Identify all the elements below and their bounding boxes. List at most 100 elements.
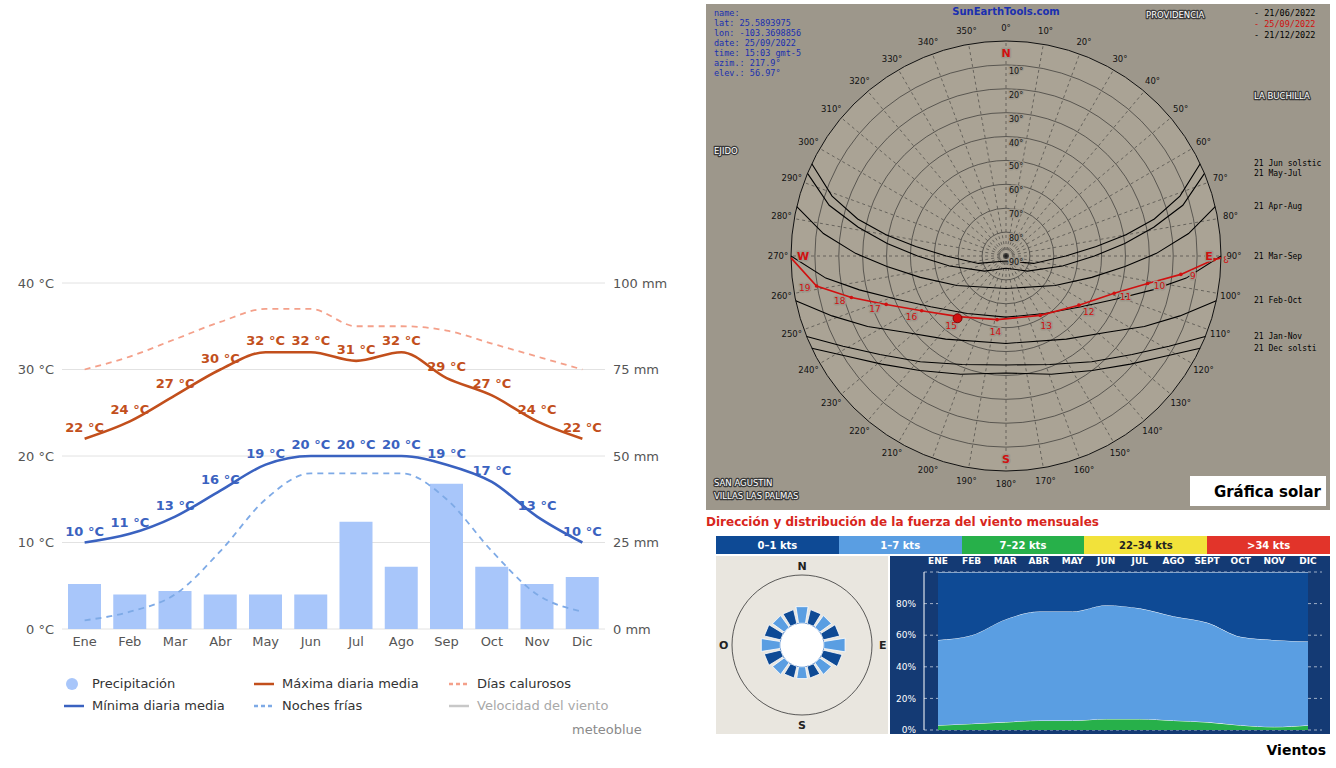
- svg-text:290°: 290°: [782, 173, 802, 183]
- svg-text:10: 10: [1154, 281, 1166, 291]
- svg-text:24 °C: 24 °C: [111, 402, 150, 417]
- svg-text:Feb: Feb: [118, 634, 141, 649]
- svg-text:21 Dec solsti: 21 Dec solsti: [1254, 344, 1317, 353]
- svg-text:11: 11: [1120, 292, 1131, 302]
- svg-text:230°: 230°: [821, 398, 841, 408]
- svg-text:16: 16: [906, 312, 918, 322]
- svg-text:13 °C: 13 °C: [156, 498, 195, 513]
- svg-text:SunEarthTools.com: SunEarthTools.com: [952, 6, 1059, 17]
- svg-text:32 °C: 32 °C: [382, 333, 421, 348]
- svg-text:21 Jun solstic: 21 Jun solstic: [1254, 159, 1322, 168]
- svg-text:80°: 80°: [1223, 211, 1238, 221]
- svg-text:90°: 90°: [1226, 251, 1241, 261]
- svg-text:S: S: [798, 719, 806, 732]
- svg-text:time: 15:03 gmt-5: time: 15:03 gmt-5: [714, 48, 801, 58]
- svg-text:0 °C: 0 °C: [26, 622, 54, 637]
- svg-text:170°: 170°: [1035, 476, 1055, 486]
- svg-text:EJIDO: EJIDO: [714, 146, 738, 156]
- svg-text:240°: 240°: [798, 365, 818, 375]
- svg-text:330°: 330°: [882, 54, 902, 64]
- svg-text:JUL: JUL: [1131, 556, 1149, 566]
- svg-text:30°: 30°: [1112, 54, 1127, 64]
- svg-text:13: 13: [1041, 321, 1052, 331]
- svg-text:0 mm: 0 mm: [613, 622, 651, 637]
- svg-text:22 °C: 22 °C: [65, 420, 104, 435]
- svg-text:20%: 20%: [896, 694, 916, 704]
- svg-text:name:: name:: [714, 8, 740, 18]
- svg-text:ABR: ABR: [1029, 556, 1050, 566]
- svg-text:24 °C: 24 °C: [518, 402, 557, 417]
- svg-text:27 °C: 27 °C: [473, 376, 512, 391]
- svg-text:ENE: ENE: [928, 556, 948, 566]
- svg-text:100 mm: 100 mm: [613, 276, 667, 291]
- svg-text:280°: 280°: [771, 211, 791, 221]
- svg-text:75 mm: 75 mm: [613, 362, 659, 377]
- svg-text:Ago: Ago: [389, 634, 414, 649]
- svg-text:90°: 90°: [1009, 258, 1023, 267]
- svg-text:MAY: MAY: [1062, 556, 1084, 566]
- svg-text:21 Apr-Aug: 21 Apr-Aug: [1254, 202, 1302, 211]
- svg-text:0°: 0°: [1001, 23, 1011, 33]
- svg-text:130°: 130°: [1170, 398, 1190, 408]
- svg-text:260°: 260°: [771, 291, 791, 301]
- svg-text:32 °C: 32 °C: [246, 333, 285, 348]
- svg-text:VILLAS LAS PALMAS: VILLAS LAS PALMAS: [714, 491, 798, 501]
- svg-text:50°: 50°: [1009, 162, 1023, 171]
- svg-text:10 °C: 10 °C: [563, 524, 602, 539]
- svg-text:160°: 160°: [1074, 465, 1094, 475]
- svg-text:10 °C: 10 °C: [65, 524, 104, 539]
- svg-text:- 21/12/2022: - 21/12/2022: [1254, 30, 1315, 40]
- svg-text:azim.: 217.9°: azim.: 217.9°: [714, 58, 781, 68]
- svg-text:MAR: MAR: [994, 556, 1017, 566]
- svg-text:30 °C: 30 °C: [18, 362, 54, 377]
- svg-text:20 °C: 20 °C: [292, 437, 331, 452]
- svg-text:10°: 10°: [1009, 67, 1023, 76]
- svg-text:110°: 110°: [1210, 329, 1230, 339]
- svg-text:NOV: NOV: [1263, 556, 1285, 566]
- svg-text:Jul: Jul: [347, 634, 364, 649]
- svg-text:E: E: [879, 639, 887, 652]
- svg-text:date: 25/09/2022: date: 25/09/2022: [714, 38, 796, 48]
- svg-text:220°: 220°: [849, 426, 869, 436]
- svg-text:DIC: DIC: [1299, 556, 1317, 566]
- svg-text:10°: 10°: [1038, 26, 1053, 36]
- svg-text:14: 14: [990, 327, 1002, 337]
- svg-text:340°: 340°: [918, 37, 938, 47]
- svg-text:250°: 250°: [782, 329, 802, 339]
- svg-text:29 °C: 29 °C: [427, 359, 466, 374]
- svg-text:32 °C: 32 °C: [292, 333, 331, 348]
- svg-text:190°: 190°: [956, 476, 976, 486]
- svg-text:320°: 320°: [849, 76, 869, 86]
- svg-text:Ene: Ene: [72, 634, 96, 649]
- svg-text:W: W: [797, 250, 809, 263]
- svg-text:180°: 180°: [996, 479, 1016, 489]
- svg-text:FEB: FEB: [962, 556, 981, 566]
- svg-text:O: O: [719, 639, 728, 652]
- svg-text:Abr: Abr: [209, 634, 232, 649]
- svg-text:13 °C: 13 °C: [518, 498, 557, 513]
- svg-text:9: 9: [1190, 271, 1196, 281]
- svg-text:OCT: OCT: [1231, 556, 1252, 566]
- svg-text:25 mm: 25 mm: [613, 535, 659, 550]
- svg-text:19 °C: 19 °C: [246, 446, 285, 461]
- svg-text:- 21/06/2022: - 21/06/2022: [1254, 8, 1315, 18]
- svg-text:LA BUCHILLA: LA BUCHILLA: [1254, 91, 1310, 101]
- svg-text:310°: 310°: [821, 104, 841, 114]
- svg-text:PROVIDENCIA: PROVIDENCIA: [1146, 10, 1205, 20]
- svg-text:Sep: Sep: [434, 634, 459, 649]
- svg-text:18: 18: [834, 296, 846, 306]
- svg-text:Gráfica solar: Gráfica solar: [1214, 483, 1322, 501]
- svg-text:20 °C: 20 °C: [337, 437, 376, 452]
- svg-text:60°: 60°: [1009, 186, 1023, 195]
- svg-text:20°: 20°: [1076, 37, 1091, 47]
- svg-text:22 °C: 22 °C: [563, 420, 602, 435]
- svg-text:40%: 40%: [896, 662, 916, 672]
- svg-text:N: N: [797, 560, 806, 573]
- svg-text:21 May-Jul: 21 May-Jul: [1254, 169, 1302, 178]
- svg-text:S: S: [1002, 453, 1010, 466]
- svg-text:17: 17: [869, 304, 880, 314]
- svg-text:40°: 40°: [1145, 76, 1160, 86]
- svg-text:10 °C: 10 °C: [18, 535, 54, 550]
- svg-text:Oct: Oct: [481, 634, 503, 649]
- svg-text:50°: 50°: [1173, 104, 1188, 114]
